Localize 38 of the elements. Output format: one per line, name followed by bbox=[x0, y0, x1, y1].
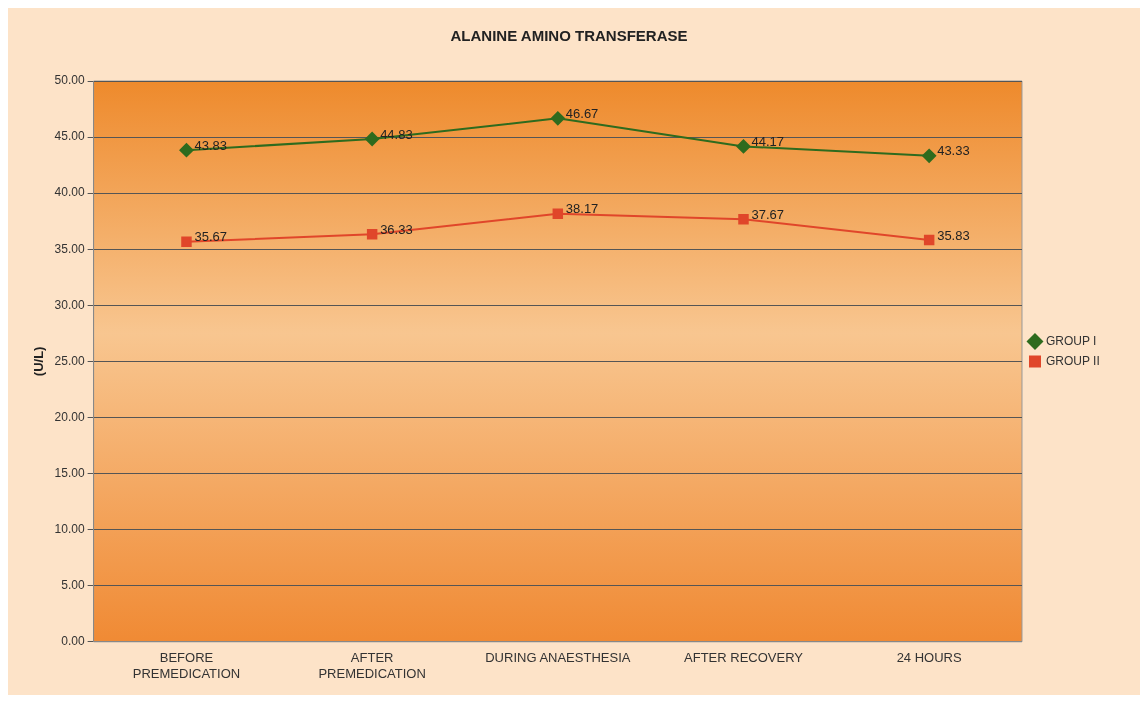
point bbox=[179, 143, 194, 158]
y-axis-title: (U/L) bbox=[31, 346, 47, 377]
point bbox=[738, 214, 749, 225]
data-label: 36.33 bbox=[380, 221, 413, 237]
point bbox=[181, 236, 192, 247]
y-tick-label: 35.00 bbox=[54, 241, 85, 256]
point bbox=[922, 148, 937, 163]
point bbox=[736, 139, 751, 154]
y-tick-label: 45.00 bbox=[54, 129, 85, 144]
point bbox=[550, 111, 565, 126]
point bbox=[366, 229, 378, 240]
x-tick-label: AFTER RECOVERY bbox=[684, 650, 804, 666]
x-tick-label: DURING ANAESTHESIA bbox=[485, 650, 631, 666]
data-label: 44.17 bbox=[751, 133, 785, 149]
y-tick-label: 40.00 bbox=[54, 185, 85, 200]
x-tick-label: BEFORE PREMEDICATION bbox=[132, 650, 241, 681]
y-tick-label: 20.00 bbox=[54, 409, 85, 424]
data-label: 43.33 bbox=[937, 143, 970, 159]
data-label: 35.83 bbox=[937, 227, 970, 243]
x-tick-label: AFTER PREMEDICATION bbox=[318, 650, 426, 681]
data-label: 46.67 bbox=[565, 105, 599, 121]
data-label: 35.67 bbox=[194, 229, 228, 245]
legend-label: GROUP I bbox=[1045, 333, 1097, 348]
point bbox=[365, 131, 380, 146]
point bbox=[923, 234, 935, 246]
point bbox=[552, 208, 564, 219]
legend-label: GROUP II bbox=[1045, 353, 1100, 368]
y-tick-label: 30.00 bbox=[54, 297, 85, 312]
y-tick-label: 15.00 bbox=[54, 465, 85, 480]
y-tick-label: 5.00 bbox=[61, 578, 85, 593]
y-tick-label: 0.00 bbox=[61, 634, 85, 649]
data-label: 38.17 bbox=[565, 201, 599, 217]
x-tick-label: 24 HOURS bbox=[896, 650, 962, 666]
y-tick-label: 10.00 bbox=[54, 521, 85, 536]
chart-title: ALANINE AMINO TRANSFERASE bbox=[450, 27, 688, 45]
data-label: 37.67 bbox=[751, 206, 785, 222]
y-tick-label: 50.00 bbox=[54, 73, 85, 88]
y-tick-label: 25.00 bbox=[54, 353, 85, 368]
